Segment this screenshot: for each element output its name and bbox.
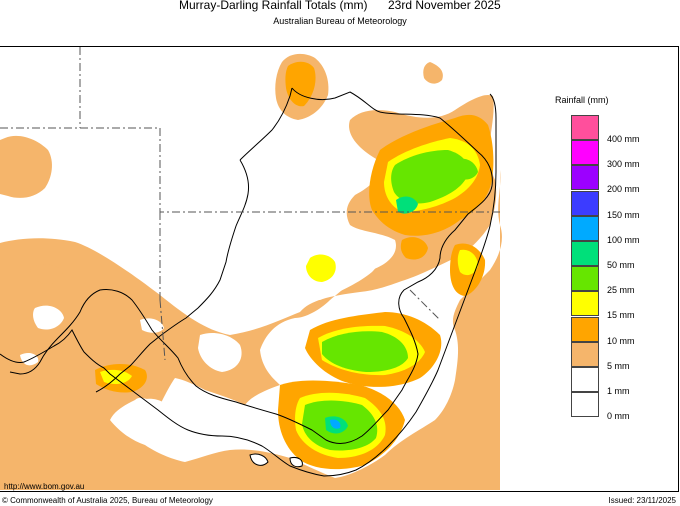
legend-swatch [571,165,599,191]
legend-label: 25 mm [607,285,635,296]
subtitle: Australian Bureau of Meteorology [273,16,407,26]
rain-area-west-cloud [0,135,52,198]
legend-swatch [571,215,599,241]
legend-label: 10 mm [607,335,635,346]
rainfall-map [0,47,502,490]
legend-swatch [571,341,599,367]
legend-label: 400 mm [607,134,640,144]
legend-label: 100 mm [607,234,640,245]
rain-5mm-areas [0,53,502,490]
legend-title: Rainfall (mm) [555,95,609,105]
legend-swatch [571,140,599,166]
legend-swatch [571,316,599,342]
coastline [0,93,497,477]
map-title: Murray-Darling Rainfall Totals (mm) 23rd… [0,0,680,14]
title-date: 23rd November 2025 [388,0,501,12]
legend-swatch [571,241,599,266]
legend-label: 5 mm [607,360,630,371]
issued-date: Issued: 23/11/2025 [608,496,676,505]
basin-borders [9,87,493,444]
state-borders [0,47,500,361]
rain-100mm-areas [330,419,341,429]
rain-area-east-coast [423,62,443,84]
legend-swatch [571,266,599,292]
legend-swatch [571,392,599,418]
legend-label: 150 mm [607,209,640,220]
legend-swatch [571,115,599,140]
legend-label: 200 mm [607,184,640,195]
copyright-text: © Commonwealth of Australia 2025, Bureau… [2,496,213,505]
legend-swatch [571,291,599,317]
source-url[interactable]: http://www.bom.gov.au [4,482,85,491]
legend-label: 50 mm [607,260,635,270]
legend-swatch [571,367,599,392]
basin-outline [9,87,493,444]
title-text: Murray-Darling Rainfall Totals (mm) [179,0,368,12]
map-frame [0,46,679,492]
dry-pockets [20,233,382,429]
legend-label: 15 mm [607,310,635,321]
legend-label: 1 mm [607,386,630,396]
rain-area-nw-patch [30,264,63,284]
legend-swatch [571,190,599,216]
legend-label: 300 mm [607,159,640,170]
legend-label: 0 mm [607,411,630,422]
islands [249,453,303,468]
